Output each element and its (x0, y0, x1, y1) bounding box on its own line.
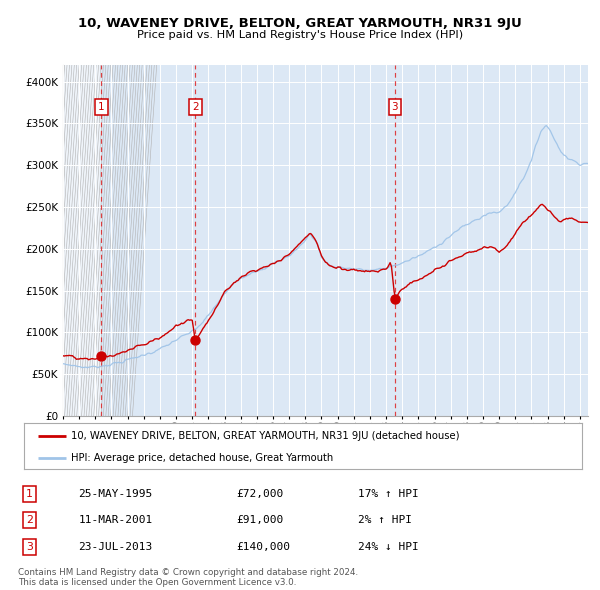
Text: 10, WAVENEY DRIVE, BELTON, GREAT YARMOUTH, NR31 9JU (detached house): 10, WAVENEY DRIVE, BELTON, GREAT YARMOUT… (71, 431, 460, 441)
Text: £72,000: £72,000 (236, 489, 284, 499)
Text: 10, WAVENEY DRIVE, BELTON, GREAT YARMOUTH, NR31 9JU: 10, WAVENEY DRIVE, BELTON, GREAT YARMOUT… (78, 17, 522, 30)
Text: 11-MAR-2001: 11-MAR-2001 (78, 515, 152, 525)
Text: Price paid vs. HM Land Registry's House Price Index (HPI): Price paid vs. HM Land Registry's House … (137, 30, 463, 40)
Text: Contains HM Land Registry data © Crown copyright and database right 2024.
This d: Contains HM Land Registry data © Crown c… (18, 568, 358, 587)
Text: 1: 1 (98, 101, 105, 112)
Text: £140,000: £140,000 (236, 542, 290, 552)
Text: 23-JUL-2013: 23-JUL-2013 (78, 542, 152, 552)
Text: HPI: Average price, detached house, Great Yarmouth: HPI: Average price, detached house, Grea… (71, 453, 334, 463)
Text: £91,000: £91,000 (236, 515, 284, 525)
Text: 3: 3 (392, 101, 398, 112)
Text: 25-MAY-1995: 25-MAY-1995 (78, 489, 152, 499)
Text: 3: 3 (26, 542, 33, 552)
Text: 2% ↑ HPI: 2% ↑ HPI (358, 515, 412, 525)
Text: 1: 1 (26, 489, 33, 499)
Text: 24% ↓ HPI: 24% ↓ HPI (358, 542, 418, 552)
Text: 17% ↑ HPI: 17% ↑ HPI (358, 489, 418, 499)
Text: 2: 2 (26, 515, 33, 525)
Text: 2: 2 (192, 101, 199, 112)
